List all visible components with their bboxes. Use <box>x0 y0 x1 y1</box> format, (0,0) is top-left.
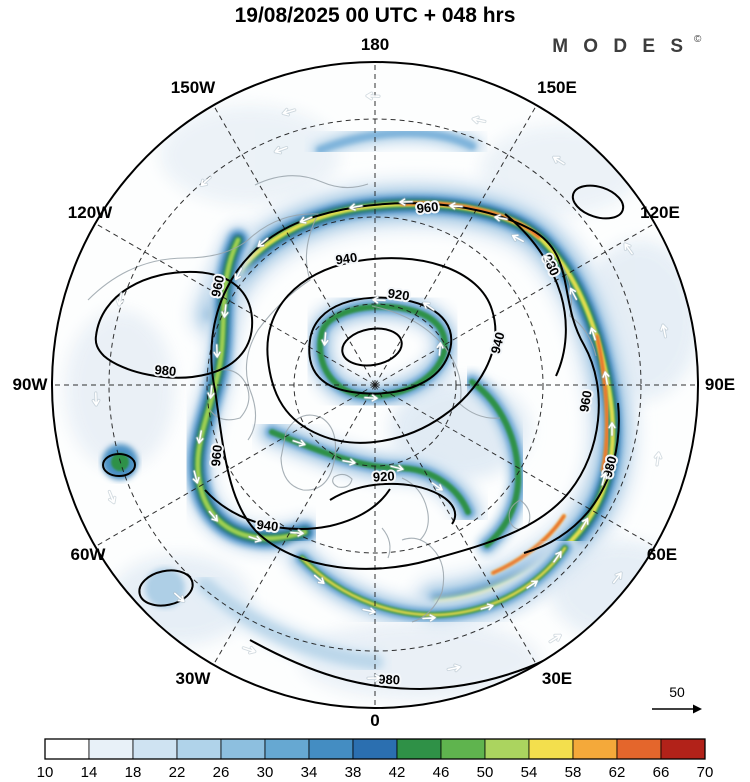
colorbar-ticks: 10 14 18 22 26 30 34 38 42 46 50 54 58 6… <box>37 764 714 781</box>
colorbar-tick: 50 <box>477 764 494 781</box>
contour-label: 960 <box>576 389 595 413</box>
lon-label-0: 0 <box>370 711 379 730</box>
colorbar-border <box>44 738 706 760</box>
lon-label-30e: 30E <box>542 669 572 688</box>
colorbar-tick: 70 <box>697 764 714 781</box>
colorbar: 10 14 18 22 26 30 34 38 42 46 50 54 58 6… <box>37 738 714 781</box>
colorbar-cell <box>660 738 706 760</box>
lon-label-150w: 150W <box>171 78 216 97</box>
modes-logo: M O D E S <box>552 36 688 57</box>
graticule <box>52 62 698 708</box>
colorbar-tick: 46 <box>433 764 450 781</box>
colorbar-cell <box>220 738 266 760</box>
colorbar-cell <box>132 738 178 760</box>
colorbar-tick: 18 <box>125 764 142 781</box>
colorbar-cell <box>44 738 90 760</box>
colorbar-tick: 10 <box>37 764 54 781</box>
colorbar-tick: 54 <box>521 764 538 781</box>
colorbar-tick: 34 <box>301 764 318 781</box>
colorbar-cell <box>572 738 618 760</box>
contour-label: 960 <box>416 199 439 216</box>
contour-label: 920 <box>387 286 411 304</box>
lon-label-60e: 60E <box>647 545 677 564</box>
colorbar-cell <box>264 738 310 760</box>
colorbar-tick: 66 <box>653 764 670 781</box>
contour-label: 940 <box>335 250 359 268</box>
lon-label-120e: 120E <box>640 203 680 222</box>
lon-label-180: 180 <box>361 35 389 54</box>
contour-label: 940 <box>256 517 279 534</box>
colorbar-cell <box>352 738 398 760</box>
colorbar-tick: 62 <box>609 764 626 781</box>
wind-reference-arrowhead <box>693 704 702 714</box>
lon-label-150e: 150E <box>537 78 577 97</box>
lon-label-60w: 60W <box>71 545 107 564</box>
contour-label: 960 <box>208 274 227 298</box>
colorbar-tick: 26 <box>213 764 230 781</box>
contour-label: 920 <box>373 468 395 484</box>
colorbar-tick: 22 <box>169 764 186 781</box>
colorbar-cell <box>396 738 442 760</box>
modes-logo-copyright: © <box>694 34 702 45</box>
lon-label-90w: 90W <box>13 375 49 394</box>
polar-map-field: 960 940 920 980 940 960 980 960 940 920 … <box>52 62 698 708</box>
contour-label: 960 <box>208 444 225 467</box>
colorbar-cell <box>616 738 662 760</box>
jet-stream-bands <box>102 133 613 662</box>
colorbar-tick: 14 <box>81 764 98 781</box>
lon-label-90e: 90E <box>705 375 735 394</box>
colorbar-cell <box>308 738 354 760</box>
wind-reference-value: 50 <box>669 684 685 700</box>
colorbar-tick: 58 <box>565 764 582 781</box>
page-title: 19/08/2025 00 UTC + 048 hrs <box>235 4 516 27</box>
contour-label: 980 <box>378 672 400 688</box>
colorbar-tick: 38 <box>345 764 362 781</box>
lon-label-30w: 30W <box>176 669 212 688</box>
colorbar-cell <box>440 738 486 760</box>
colorbar-cell <box>176 738 222 760</box>
lon-label-120w: 120W <box>68 203 113 222</box>
colorbar-tick: 42 <box>389 764 406 781</box>
longitude-labels: 180 150W 150E 120W 120E 90W 90E 60W 60E … <box>13 35 736 730</box>
colorbar-cell <box>528 738 574 760</box>
map-boundary-circle <box>51 61 699 709</box>
colorbar-cell <box>484 738 530 760</box>
colorbar-cell <box>88 738 134 760</box>
colorbar-tick: 30 <box>257 764 274 781</box>
wind-reference: 50 <box>652 684 702 714</box>
contour-label: 980 <box>154 362 177 379</box>
